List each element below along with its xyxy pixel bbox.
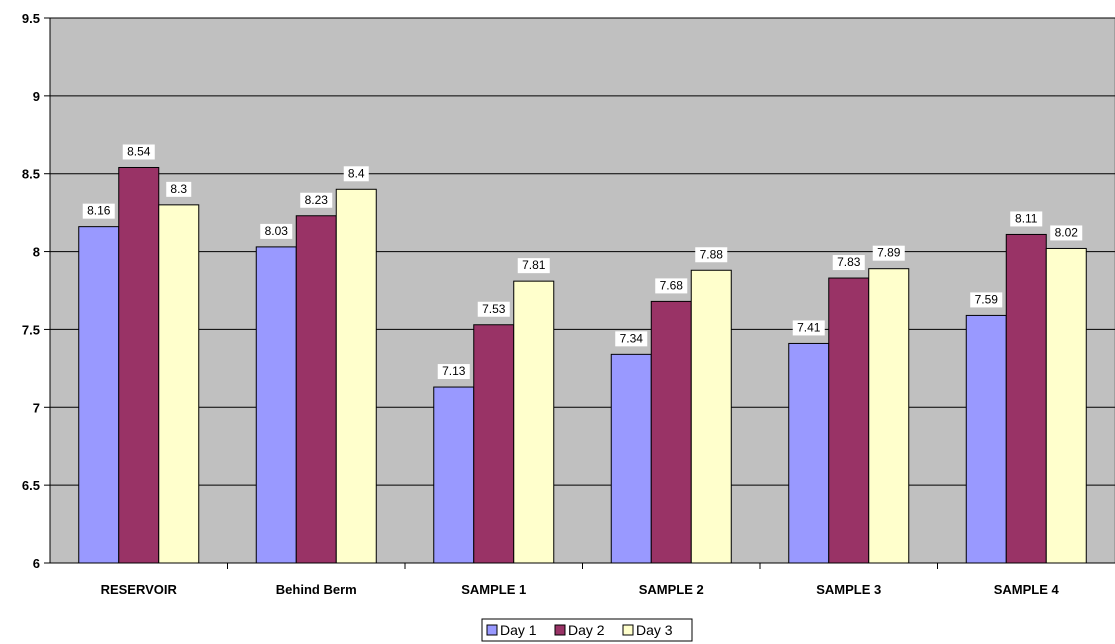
bar-day-2 <box>118 166 160 564</box>
bar-day-3 <box>513 280 555 564</box>
bar-day-1 <box>78 226 120 564</box>
data-label: 7.89 <box>877 246 901 260</box>
bar-day-1 <box>610 353 652 564</box>
y-tick-label: 6 <box>33 556 40 571</box>
data-label: 8.11 <box>1015 211 1038 225</box>
data-label: 7.59 <box>975 292 999 306</box>
data-label-bg <box>122 144 155 160</box>
y-tick-label: 8 <box>33 245 40 260</box>
bar-day-3 <box>158 204 200 564</box>
bar-day-2 <box>1005 233 1047 564</box>
data-label-bg <box>343 166 369 182</box>
legend-swatch <box>622 624 634 636</box>
data-label: 7.13 <box>442 364 466 378</box>
bar-day-1 <box>965 314 1007 564</box>
legend-label: Day 3 <box>636 622 673 638</box>
bar-day-2 <box>473 324 515 564</box>
category-label: Behind Berm <box>276 582 357 597</box>
data-label-bg <box>260 223 293 239</box>
legend-swatch <box>486 624 498 636</box>
data-label: 7.81 <box>522 258 546 272</box>
category-label: SAMPLE 4 <box>994 582 1060 597</box>
data-label: 8.54 <box>127 144 151 158</box>
bar-day-2 <box>295 215 337 564</box>
data-label-bg <box>437 364 470 380</box>
data-label: 8.16 <box>87 204 111 218</box>
data-label-bg <box>655 278 688 294</box>
bar-day-1 <box>788 342 830 564</box>
legend <box>481 618 693 642</box>
y-tick-label: 9.5 <box>22 11 40 26</box>
data-label: 8.3 <box>170 182 187 196</box>
data-label: 7.34 <box>620 331 644 345</box>
data-label-bg <box>517 258 550 274</box>
y-tick-label: 7 <box>33 400 40 415</box>
category-label: RESERVOIR <box>101 582 178 597</box>
bar-day-3 <box>690 269 732 564</box>
plot-area <box>49 17 1115 564</box>
bar-day-2 <box>650 300 692 564</box>
bar-day-3 <box>1045 247 1087 564</box>
data-label-bg <box>695 247 728 263</box>
bar-day-3 <box>868 268 910 564</box>
data-label-bg <box>166 181 192 197</box>
data-label-bg <box>872 245 905 261</box>
data-label-bg <box>1010 211 1043 227</box>
y-tick-label: 8.5 <box>22 167 40 182</box>
y-tick-label: 9 <box>33 89 40 104</box>
data-label: 8.4 <box>348 166 365 180</box>
data-label: 7.83 <box>837 255 861 269</box>
data-label-bg <box>477 301 510 317</box>
bar-day-1 <box>433 386 475 564</box>
category-label: SAMPLE 1 <box>461 582 526 597</box>
data-label: 7.53 <box>482 302 506 316</box>
data-label: 7.88 <box>700 247 724 261</box>
category-label: SAMPLE 3 <box>816 582 881 597</box>
data-label-bg <box>792 320 825 336</box>
data-label-bg <box>1050 225 1083 241</box>
y-tick-label: 7.5 <box>22 322 40 337</box>
bar-day-1 <box>255 246 297 564</box>
data-label: 7.41 <box>797 320 821 334</box>
data-label-bg <box>970 292 1003 308</box>
data-label-bg <box>82 203 115 219</box>
category-label: SAMPLE 2 <box>639 582 704 597</box>
data-label: 7.68 <box>660 278 684 292</box>
data-label-bg <box>615 331 648 347</box>
bar-day-3 <box>335 188 377 564</box>
legend-swatch <box>554 624 566 636</box>
data-label-bg <box>832 255 865 271</box>
data-label: 8.02 <box>1055 225 1079 239</box>
data-label: 8.03 <box>265 224 289 238</box>
legend-label: Day 2 <box>568 622 605 638</box>
data-label: 8.23 <box>305 193 329 207</box>
data-label-bg <box>300 192 333 208</box>
bar-day-2 <box>828 277 870 564</box>
y-tick-label: 6.5 <box>22 478 40 493</box>
legend-label: Day 1 <box>500 622 537 638</box>
